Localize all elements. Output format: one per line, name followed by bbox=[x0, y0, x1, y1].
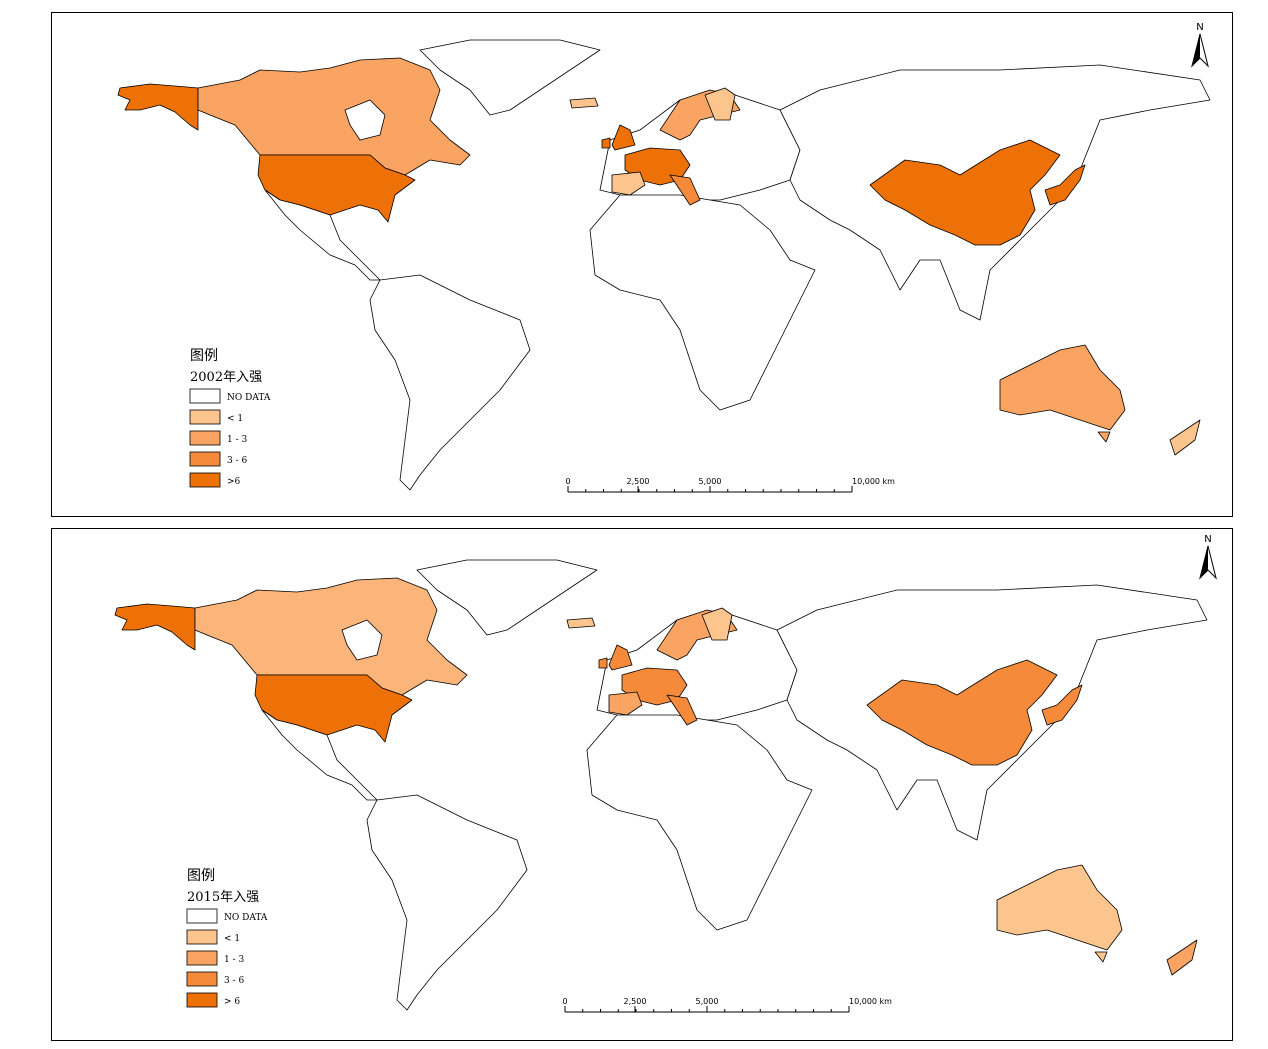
map-panel: 图例 2002年入强 NO DATA < 1 1 - 3 3 - 6 >6 0 2,500 5,0… bbox=[117, 22, 1211, 493]
legend-label: < 1 bbox=[227, 414, 243, 424]
legend-subtitle: 2002年入强 bbox=[190, 370, 262, 385]
scale-label: 5,000 bbox=[696, 997, 719, 1006]
map-panel: 图例 2015年入强 NO DATA < 1 1 - 3 3 - 6 > 6 0 2,500 5,… bbox=[114, 534, 1217, 1013]
panel-frame bbox=[51, 528, 1233, 1041]
legend-label: 1 - 3 bbox=[227, 435, 247, 445]
legend-swatch bbox=[186, 950, 218, 966]
north-arrow bbox=[1192, 34, 1200, 66]
legend-title: 图例 bbox=[187, 868, 215, 884]
legend-swatch bbox=[186, 992, 218, 1008]
legend-label: 1 - 3 bbox=[224, 955, 244, 965]
panel-frame bbox=[51, 12, 1233, 517]
legend-swatch bbox=[189, 430, 221, 446]
scale-label: 5,000 bbox=[699, 477, 722, 486]
world-map bbox=[114, 559, 1208, 1011]
legend-label: 3 - 6 bbox=[227, 456, 247, 466]
world-map bbox=[117, 39, 1211, 491]
north-label: N bbox=[1196, 22, 1203, 33]
legend-swatch bbox=[186, 971, 218, 987]
scale-label: 10,000 km bbox=[849, 997, 892, 1006]
legend-swatch bbox=[189, 388, 221, 404]
legend-swatch bbox=[186, 929, 218, 945]
north-arrow bbox=[1200, 546, 1208, 578]
north-label: N bbox=[1204, 534, 1211, 545]
legend-swatch bbox=[186, 908, 218, 924]
scale-label: 0 bbox=[565, 477, 570, 486]
scale-label: 2,500 bbox=[624, 997, 647, 1006]
legend-swatch bbox=[189, 472, 221, 488]
legend-swatch bbox=[189, 409, 221, 425]
legend-label: < 1 bbox=[224, 934, 240, 944]
legend-label: NO DATA bbox=[224, 913, 268, 923]
scale-label: 10,000 km bbox=[852, 477, 895, 486]
legend-title: 图例 bbox=[190, 348, 218, 364]
legend-subtitle: 2015年入强 bbox=[187, 890, 259, 905]
scale-label: 2,500 bbox=[627, 477, 650, 486]
legend-label: >6 bbox=[227, 477, 241, 487]
legend-label: 3 - 6 bbox=[224, 976, 244, 986]
scale-label: 0 bbox=[562, 997, 567, 1006]
legend-swatch bbox=[189, 451, 221, 467]
legend-label: NO DATA bbox=[227, 393, 271, 403]
legend-label: > 6 bbox=[224, 997, 240, 1007]
